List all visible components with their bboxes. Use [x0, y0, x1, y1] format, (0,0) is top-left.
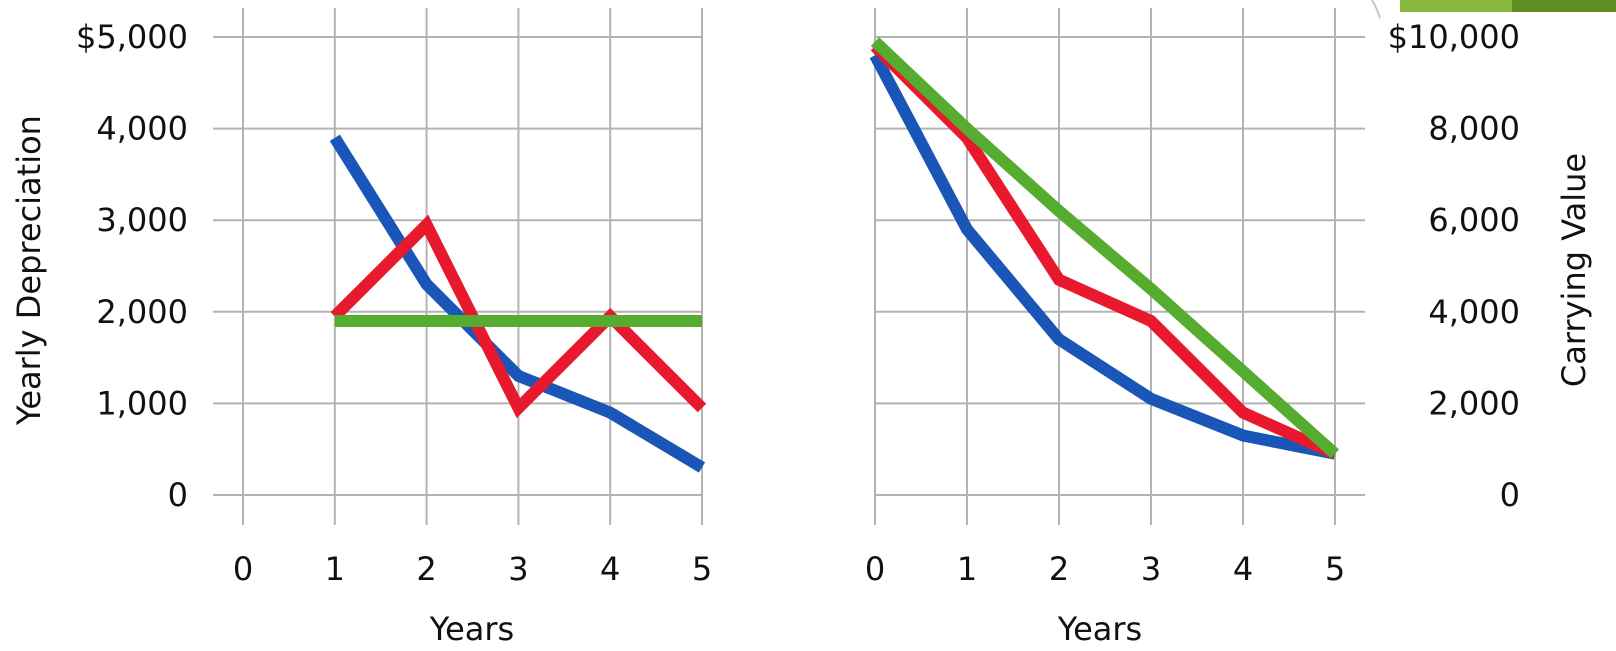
y-tick-label: 0 — [168, 476, 188, 514]
y-tick-label: 4,000 — [1428, 293, 1520, 331]
x-axis-title: Years — [429, 610, 514, 648]
x-tick-label: 5 — [692, 550, 712, 588]
x-tick-label: 1 — [957, 550, 977, 588]
y-tick-label: 4,000 — [96, 110, 188, 148]
x-tick-label: 4 — [1233, 550, 1253, 588]
y-tick-label: 6,000 — [1428, 201, 1520, 239]
series-line-1 — [870, 41, 1338, 460]
series-line-2 — [870, 37, 1340, 459]
series-line-1 — [330, 214, 707, 419]
x-tick-label: 3 — [508, 550, 528, 588]
x-tick-label: 0 — [865, 550, 885, 588]
x-tick-label: 2 — [1049, 550, 1069, 588]
x-tick-label: 0 — [233, 550, 253, 588]
y-tick-label: 8,000 — [1428, 110, 1520, 148]
x-tick-label: 4 — [600, 550, 620, 588]
x-axis-title: Years — [1057, 610, 1142, 648]
x-tick-label: 3 — [1141, 550, 1161, 588]
series-line-0 — [329, 134, 706, 473]
chart-yearly-depreciation: 0 1,000 2,000 3,000 4,000 $5,000 0 1 2 3 4 5 Years… — [10, 8, 712, 648]
y-tick-label: 2,000 — [1428, 384, 1520, 422]
y-tick-label: 1,000 — [96, 384, 188, 422]
y-tick-label: $10,000 — [1388, 18, 1520, 56]
corner-decoration — [1371, 0, 1616, 19]
x-tick-label: 5 — [1325, 550, 1345, 588]
y-tick-label: 2,000 — [96, 293, 188, 331]
chart-carrying-value: 0 2,000 4,000 6,000 8,000 $10,000 0 1 2 3 4 5 Year… — [865, 8, 1593, 648]
series-line-0 — [869, 52, 1337, 460]
y-axis-title: Carrying Value — [1555, 153, 1593, 387]
y-axis-title: Yearly Depreciation — [10, 115, 48, 426]
x-tick-label: 1 — [325, 550, 345, 588]
y-tick-label: 3,000 — [96, 201, 188, 239]
x-tick-label: 2 — [416, 550, 436, 588]
y-tick-label: 0 — [1500, 476, 1520, 514]
y-tick-label: $5,000 — [76, 18, 188, 56]
